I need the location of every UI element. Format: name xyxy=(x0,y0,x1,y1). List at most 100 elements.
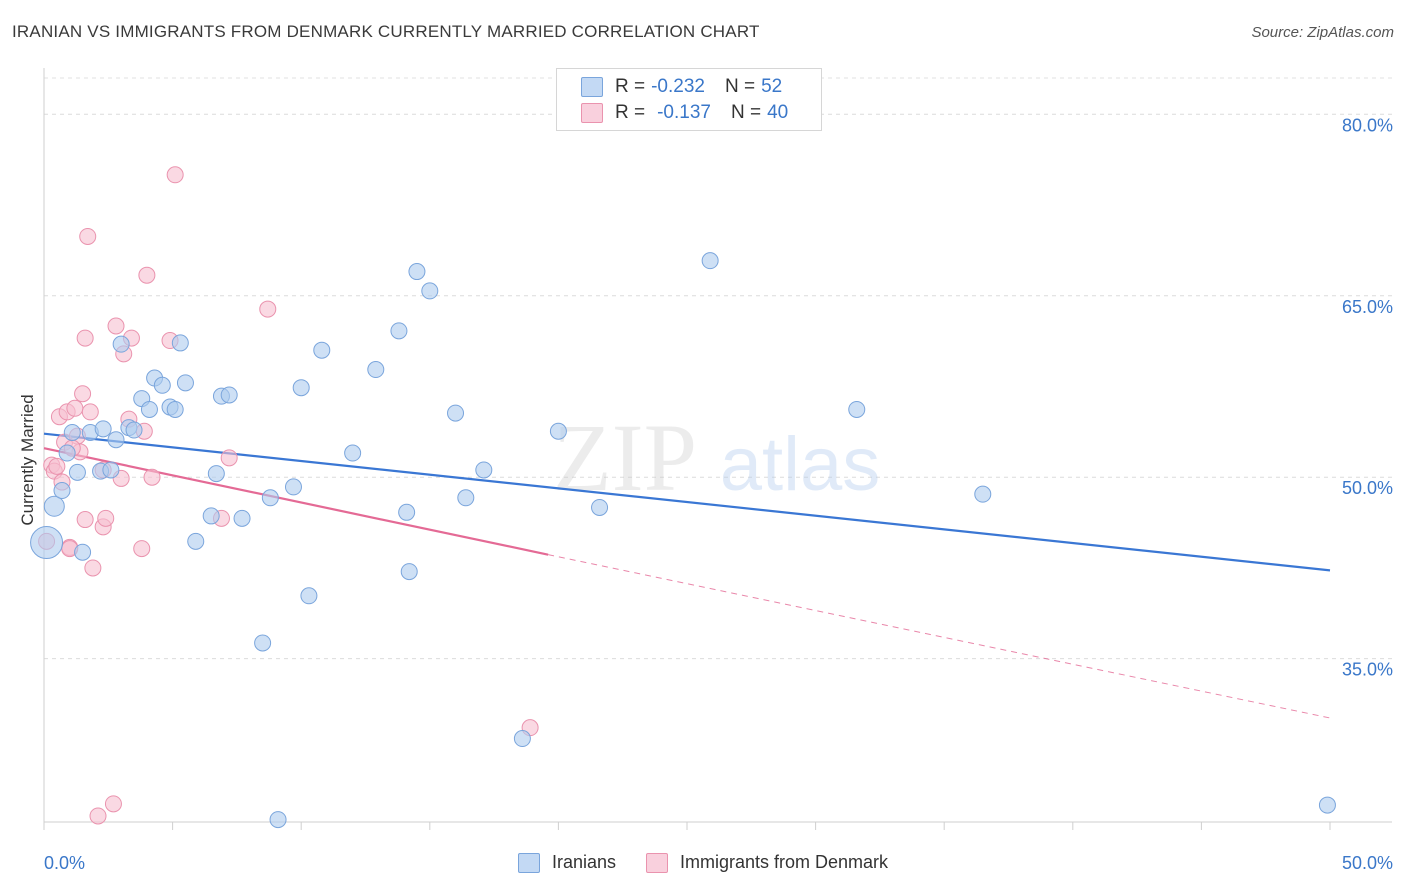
data-point-iranians xyxy=(112,335,130,353)
data-point-denmark xyxy=(84,559,102,577)
legend-row-iranians: R = -0.232 N = 52 xyxy=(581,75,782,99)
legend-n-label: N = xyxy=(724,76,756,97)
data-point-iranians xyxy=(313,341,331,359)
data-point-iranians xyxy=(269,811,287,829)
legend-r-label: R = xyxy=(615,76,646,97)
data-point-iranians xyxy=(292,379,310,397)
watermark-atlas: atlas xyxy=(720,422,881,507)
correlation-legend: R = -0.232 N = 52 R = -0.137 N = 40 xyxy=(556,68,822,131)
legend-n-label: N = xyxy=(730,102,762,123)
data-point-denmark xyxy=(48,457,66,475)
source-label: Source: ZipAtlas.com xyxy=(1251,24,1394,41)
data-point-iranians xyxy=(94,420,112,438)
data-point-denmark xyxy=(74,385,92,403)
trend-lines xyxy=(43,432,1331,719)
data-point-iranians xyxy=(447,404,465,422)
legend-r-value-1: -0.232 xyxy=(651,76,705,97)
y-tick-label: 65.0% xyxy=(1342,297,1393,317)
data-point-denmark xyxy=(143,468,161,486)
data-point-iranians xyxy=(207,465,225,483)
legend-swatch-blue xyxy=(517,852,540,873)
data-point-iranians xyxy=(848,400,866,418)
data-point-iranians xyxy=(591,498,609,516)
legend-item-iranians: Iranians xyxy=(517,852,616,873)
data-point-denmark xyxy=(138,266,156,284)
tick-labels: 35.0% 50.0% 65.0% 80.0% 0.0% 50.0% xyxy=(44,115,1393,873)
series-iranians-points xyxy=(30,252,1336,829)
data-point-iranians xyxy=(254,634,272,652)
data-point-iranians xyxy=(166,400,184,418)
trendline-iranians xyxy=(43,432,1331,572)
grid-lines xyxy=(44,77,1392,660)
data-point-iranians xyxy=(475,461,493,479)
data-point-iranians xyxy=(300,587,318,605)
data-point-iranians xyxy=(549,422,567,440)
data-point-iranians xyxy=(344,444,362,462)
legend-r-value-2: -0.137 xyxy=(657,102,711,123)
data-point-iranians xyxy=(63,423,81,441)
data-point-iranians xyxy=(187,532,205,550)
data-point-iranians xyxy=(513,730,531,748)
data-point-iranians xyxy=(974,485,992,503)
data-point-iranians xyxy=(68,463,86,481)
legend-item-denmark: Immigrants from Denmark xyxy=(646,852,888,873)
data-point-iranians xyxy=(390,322,408,340)
y-tick-label: 35.0% xyxy=(1342,660,1393,680)
data-point-iranians xyxy=(58,444,76,462)
data-point-denmark xyxy=(97,509,115,527)
data-point-iranians xyxy=(220,386,238,404)
data-point-iranians xyxy=(284,478,302,496)
data-point-denmark xyxy=(76,329,94,347)
data-point-iranians xyxy=(421,282,439,300)
data-point-iranians xyxy=(1318,796,1336,814)
x-tick-label: 0.0% xyxy=(44,853,85,873)
data-point-denmark xyxy=(76,511,94,529)
data-point-denmark xyxy=(133,540,151,558)
y-axis-label: Currently Married xyxy=(18,394,37,526)
series-legend: Iranians Immigrants from Denmark xyxy=(0,852,1406,873)
data-point-iranians xyxy=(102,461,120,479)
data-point-denmark xyxy=(220,449,238,467)
legend-r-label: R = xyxy=(615,102,646,123)
data-point-iranians xyxy=(400,563,418,581)
data-point-iranians xyxy=(53,482,71,500)
data-point-iranians xyxy=(408,263,426,281)
axes xyxy=(43,68,1392,830)
series-denmark-points xyxy=(38,166,539,825)
data-point-iranians xyxy=(176,374,194,392)
data-point-iranians xyxy=(30,526,64,560)
data-point-iranians xyxy=(457,489,475,507)
data-point-iranians xyxy=(125,421,143,439)
data-point-iranians xyxy=(701,252,719,270)
legend-swatch-blue xyxy=(581,77,603,97)
data-point-denmark xyxy=(104,795,122,813)
legend-swatch-pink xyxy=(646,852,668,873)
data-point-iranians xyxy=(153,376,171,394)
legend-n-value-1: 52 xyxy=(761,76,783,97)
legend-n-value-2: 40 xyxy=(767,102,789,123)
data-point-denmark xyxy=(81,403,99,421)
y-tick-label: 50.0% xyxy=(1342,478,1393,498)
data-point-iranians xyxy=(107,431,125,449)
data-point-iranians xyxy=(367,361,385,379)
data-point-iranians xyxy=(74,543,92,561)
legend-label-denmark: Immigrants from Denmark xyxy=(680,852,889,872)
watermark: ZIP atlas xyxy=(553,404,880,511)
data-point-iranians xyxy=(261,489,279,507)
x-tick-label: 50.0% xyxy=(1342,853,1393,873)
trendline-denmark xyxy=(43,447,549,556)
legend-swatch-pink xyxy=(581,103,603,123)
legend-row-denmark: R = -0.137 N = 40 xyxy=(581,101,788,125)
data-point-iranians xyxy=(171,334,189,352)
data-point-iranians xyxy=(233,509,251,527)
chart-title: IRANIAN VS IMMIGRANTS FROM DENMARK CURRE… xyxy=(12,22,760,41)
data-point-iranians xyxy=(398,503,416,521)
data-point-denmark xyxy=(89,807,107,825)
data-point-iranians xyxy=(43,495,65,517)
data-point-denmark xyxy=(166,166,184,184)
data-point-denmark xyxy=(259,300,277,318)
trendline-denmark-extension xyxy=(548,554,1331,719)
y-tick-label: 80.0% xyxy=(1342,115,1393,135)
legend-label-iranians: Iranians xyxy=(551,852,616,872)
data-point-denmark xyxy=(79,227,97,245)
